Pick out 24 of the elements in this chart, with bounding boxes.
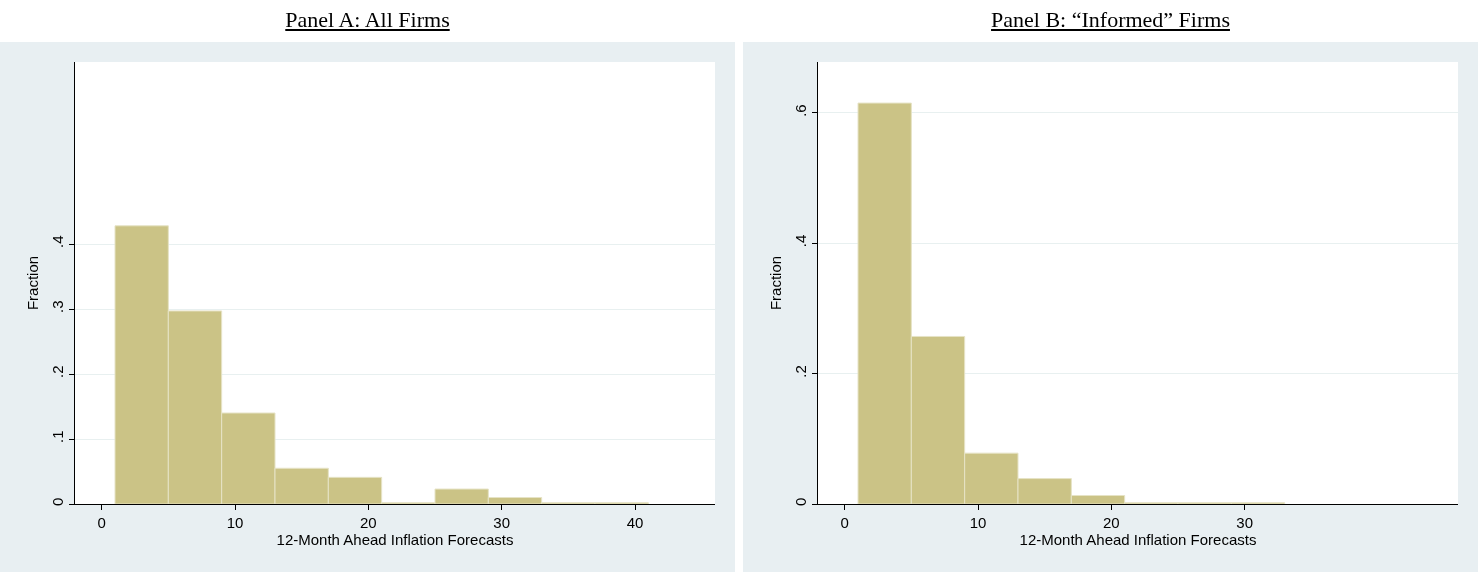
y-tick-label: .4: [792, 234, 809, 248]
x-tick-label: 40: [626, 514, 644, 531]
x-axis-title: 12-Month Ahead Inflation Forecasts: [1019, 531, 1257, 548]
chart-title: Panel A: All Firms: [284, 6, 451, 34]
x-tick-label: 30: [493, 514, 511, 531]
y-tick-label: .3: [49, 300, 66, 314]
x-tick-label: 0: [840, 514, 849, 531]
x-tick-label: 10: [226, 514, 244, 531]
y-axis-title: Fraction: [24, 255, 42, 311]
y-tick-label: 0: [49, 497, 66, 506]
y-tick-label: .4: [49, 235, 66, 249]
x-axis-title: 12-Month Ahead Inflation Forecasts: [276, 531, 514, 548]
y-tick-label: .6: [792, 104, 809, 117]
x-tick-label: 20: [1102, 514, 1120, 531]
y-tick-label: .2: [792, 365, 809, 378]
x-tick-label: 10: [969, 514, 987, 531]
y-tick-label: .1: [49, 430, 66, 444]
y-axis-title: Fraction: [767, 255, 785, 311]
chart-title: Panel B: “Informed” Firms: [990, 6, 1231, 34]
x-tick-label: 0: [97, 514, 106, 531]
y-tick-label: .2: [49, 365, 66, 379]
y-tick-label: 0: [792, 497, 809, 506]
x-tick-label: 30: [1236, 514, 1254, 531]
x-tick-label: 20: [359, 514, 377, 531]
